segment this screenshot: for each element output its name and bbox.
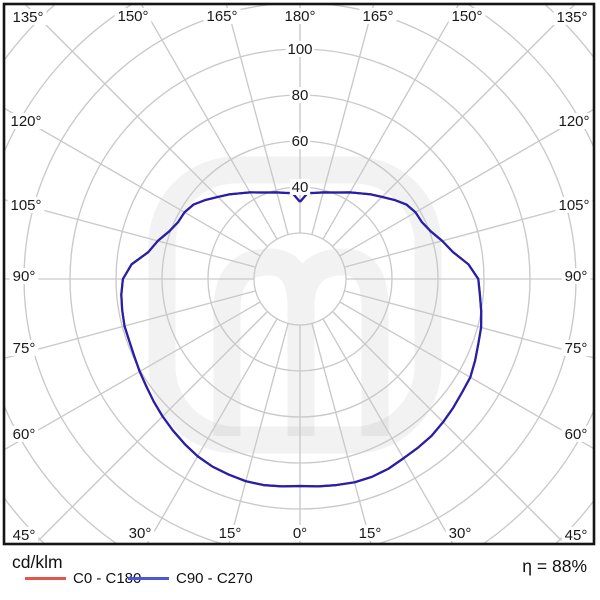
- angle-label: 90°: [13, 268, 36, 285]
- angle-label: 30°: [129, 525, 152, 542]
- legend-label: C0 - C180: [73, 569, 142, 587]
- plot-border: [2, 2, 596, 546]
- angle-label: 90°: [565, 268, 588, 285]
- angle-label: 15°: [219, 525, 242, 542]
- angle-label: 180°: [284, 8, 315, 25]
- angle-label: 30°: [449, 525, 472, 542]
- radial-tick-label: 100: [287, 41, 312, 58]
- radial-tick-label: 40: [292, 179, 309, 196]
- legend-item-c90-c270: C90 - C270: [128, 569, 253, 587]
- axis-labels: 180° 165° 165° 150° 150° 135° 135° 120° 120° 105°…: [7, 8, 593, 544]
- angle-label: 60°: [565, 426, 588, 443]
- angle-label: 60°: [13, 426, 36, 443]
- radial-tick-label: 80: [292, 87, 309, 104]
- angle-label: 150°: [451, 8, 482, 25]
- angle-label: 120°: [10, 113, 41, 130]
- angle-label: 165°: [362, 8, 393, 25]
- legend-line-blue-icon: [128, 576, 169, 580]
- angle-label: 75°: [565, 340, 588, 357]
- angle-label: 45°: [13, 527, 36, 544]
- angle-label: 150°: [117, 8, 148, 25]
- angle-label: 105°: [10, 197, 41, 214]
- angle-label: 135°: [12, 9, 43, 26]
- legend-line-red-icon: [25, 576, 66, 580]
- angle-label: 0°: [293, 525, 307, 542]
- angle-label: 120°: [558, 113, 589, 130]
- unit-label: cd/klm: [12, 552, 63, 572]
- intensity-curves: [120, 191, 483, 488]
- efficiency-value: η = 88%: [522, 556, 587, 576]
- angle-label: 75°: [13, 340, 36, 357]
- legend-item-c0-c180: C0 - C180: [25, 569, 142, 587]
- radial-tick-label: 60: [292, 133, 309, 150]
- angle-label: 45°: [565, 527, 588, 544]
- intensity-curve-1: [120, 191, 483, 488]
- legend-label: C90 - C270: [176, 569, 253, 587]
- angle-label: 135°: [556, 9, 587, 26]
- angle-label: 105°: [558, 197, 589, 214]
- angle-label: 165°: [206, 8, 237, 25]
- angle-label: 15°: [359, 525, 382, 542]
